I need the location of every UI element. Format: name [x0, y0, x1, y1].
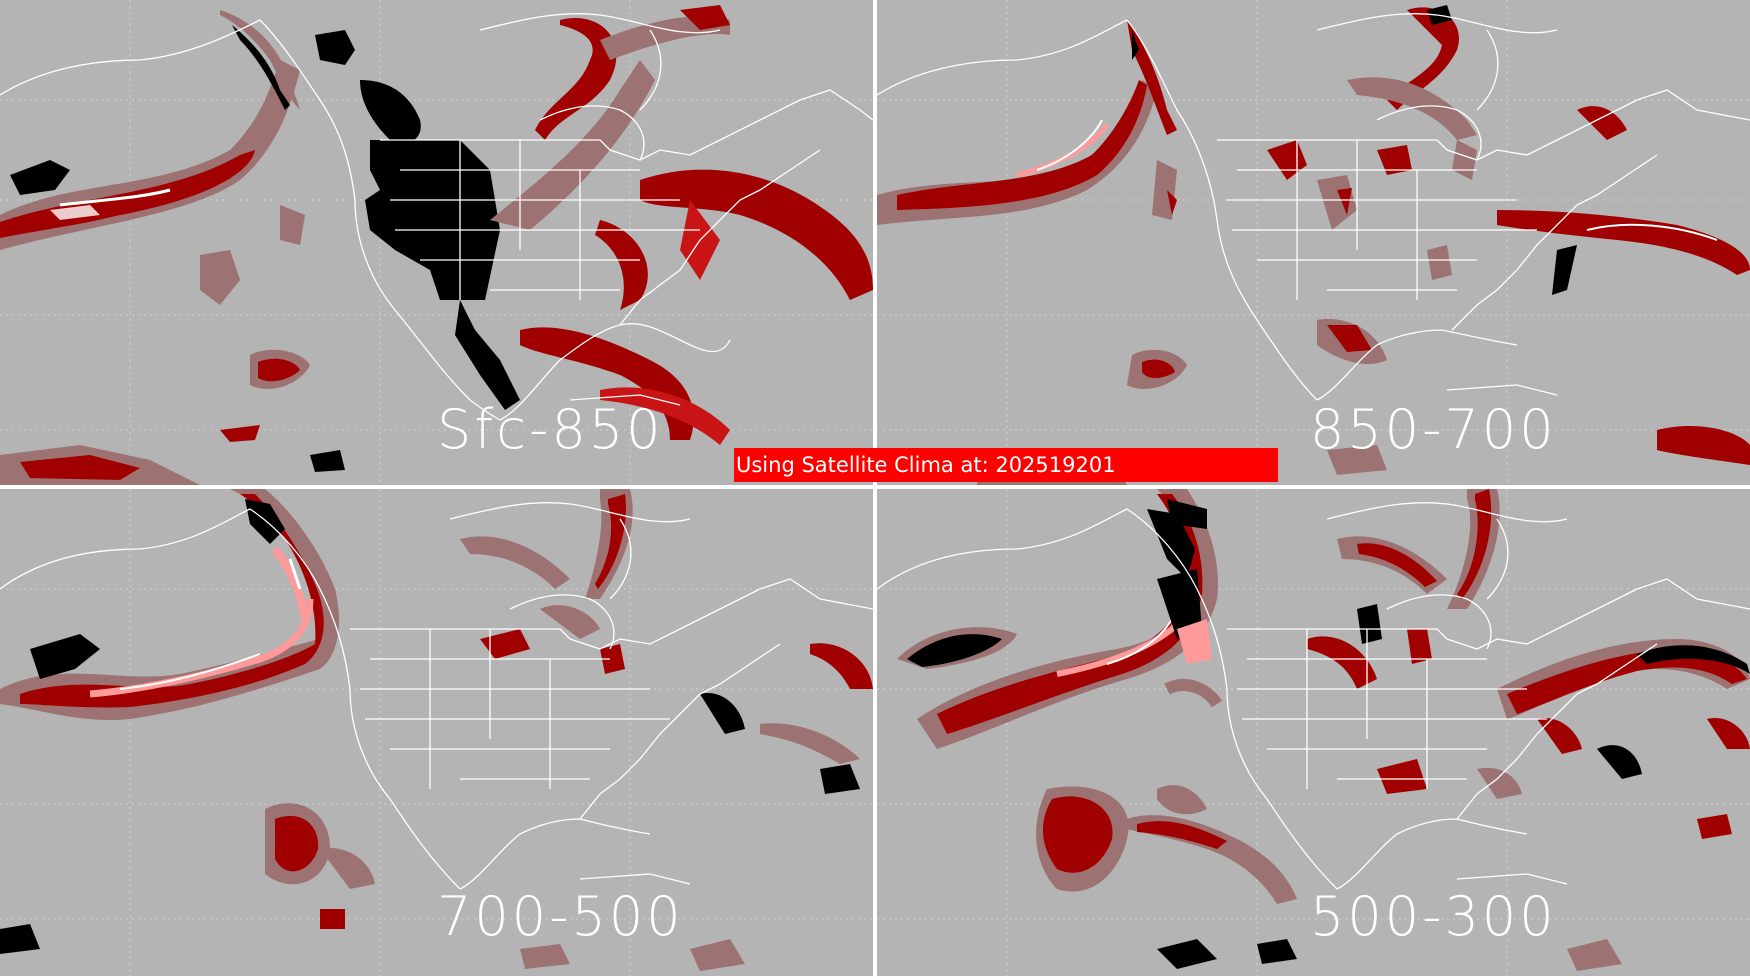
map-850-700 [877, 0, 1750, 485]
map-panel-700-500 [0, 489, 873, 976]
panel-label-sfc-850: Sfc-850 [437, 398, 664, 461]
climatology-banner: Using Satellite Clima at: 202519201 [734, 448, 1278, 482]
map-panel-850-700 [877, 0, 1750, 485]
horizontal-divider [0, 485, 1750, 489]
map-500-300 [877, 489, 1750, 976]
panel-label-850-700: 850-700 [1310, 398, 1557, 461]
map-panel-sfc-850 [0, 0, 873, 485]
panel-label-500-300: 500-300 [1310, 885, 1557, 948]
map-panel-500-300 [877, 489, 1750, 976]
panel-label-700-500: 700-500 [437, 885, 684, 948]
map-700-500 [0, 489, 873, 976]
map-sfc-850 [0, 0, 873, 485]
